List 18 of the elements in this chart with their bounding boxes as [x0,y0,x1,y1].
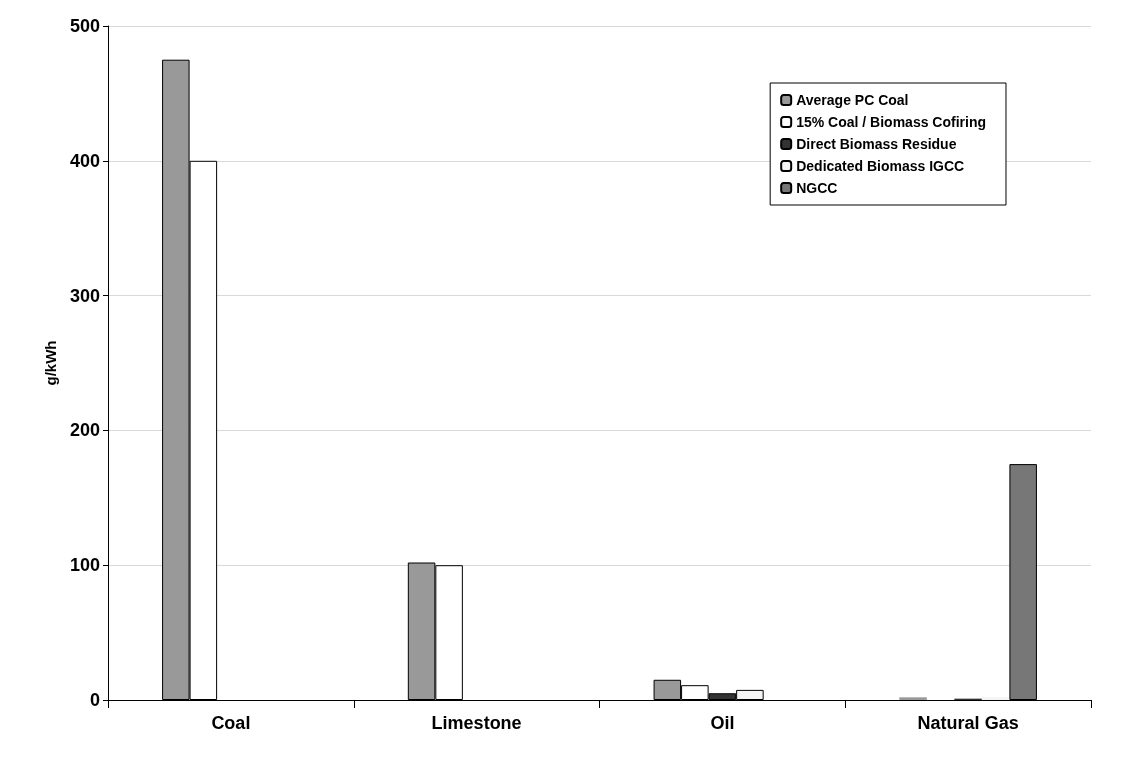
legend-label: 15% Coal / Biomass Cofiring [796,114,987,130]
y-tick-label: 0 [89,690,100,710]
y-tick-label: 200 [69,420,100,441]
x-tick-label: Coal [211,713,251,733]
y-tick-label: 400 [69,150,100,171]
x-tick-label: Oil [710,713,735,733]
x-tick-label: Limestone [431,713,522,733]
y-tick-label: 100 [69,555,100,576]
y-axis-title: g/kWh [42,340,59,386]
bar [899,697,927,700]
y-tick-label: 500 [69,16,100,36]
x-tick-label: Natural Gas [917,713,1019,733]
legend-label: NGCC [796,180,838,196]
y-tick-label: 300 [69,285,100,306]
legend-label: Average PC Coal [796,92,909,108]
legend-label: Direct Biomass Residue [796,136,957,152]
legend-label: Dedicated Biomass IGCC [796,158,965,174]
bar [981,697,1010,700]
